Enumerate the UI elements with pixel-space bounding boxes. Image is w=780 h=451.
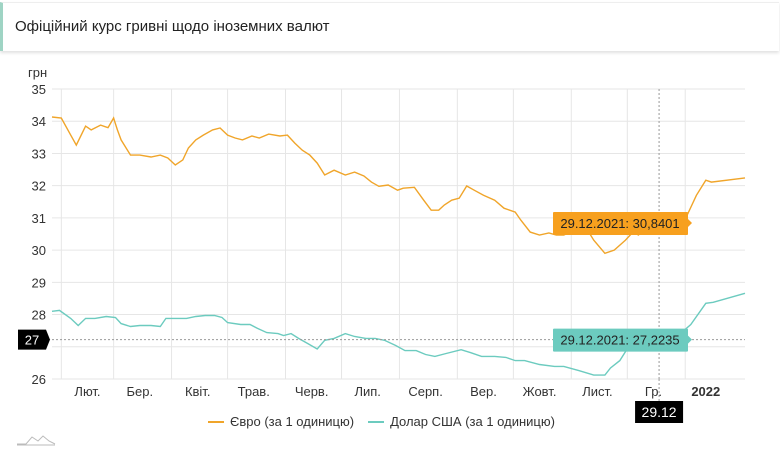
x-tick-label: Серп. — [408, 384, 443, 399]
x-tick-label: Черв. — [295, 384, 329, 399]
card-header: Офіційний курс гривні щодо іноземних вал… — [0, 2, 779, 51]
y-crosshair-label: 27 — [25, 333, 39, 348]
x-tick-label: Жовт. — [523, 384, 557, 399]
x-tick-label: Гр. — [645, 384, 662, 399]
x-tick-label: Трав. — [238, 384, 270, 399]
y-tick-label: 31 — [32, 211, 46, 226]
y-tick-label: 29 — [32, 275, 46, 290]
tooltip-box-usd — [553, 328, 688, 352]
x-tick-label: 2022 — [691, 384, 720, 399]
series-line-euro[interactable] — [51, 116, 746, 255]
tooltip-pointer — [688, 335, 692, 344]
legend-swatch-usd — [368, 420, 385, 423]
series-line-usd[interactable] — [51, 292, 746, 376]
legend-label-usd: Долар США (за 1 одиницю) — [390, 414, 555, 429]
y-tick-label: 33 — [32, 146, 46, 161]
y-tick-label: 30 — [32, 243, 46, 258]
legend-label-euro: Євро (за 1 одиницю) — [230, 414, 355, 429]
legend: Євро (за 1 одиницю) Долар США (за 1 один… — [208, 414, 555, 429]
y-crosshair-label-box — [18, 329, 50, 350]
x-tick-label: Бер. — [126, 384, 153, 399]
tooltip-text-usd: 29.12.2021: 27,2235 — [560, 333, 679, 348]
y-tick-label: 26 — [32, 372, 46, 387]
tooltip-box-euro — [553, 212, 688, 236]
x-tick-label: Лип. — [354, 384, 380, 399]
legend-item-usd[interactable]: Долар США (за 1 одиницю) — [368, 414, 555, 429]
x-crosshair-label-box — [635, 401, 684, 423]
legend-swatch-euro — [208, 420, 224, 423]
y-tick-label: 34 — [32, 114, 46, 129]
tooltip-pointer — [688, 219, 692, 228]
y-tick-label: 32 — [32, 179, 46, 194]
x-tick-label: Лют. — [74, 384, 100, 399]
x-crosshair-label: 29.12 — [642, 404, 677, 420]
tooltip-text-euro: 29.12.2021: 30,8401 — [560, 216, 679, 231]
x-tick-label: Вер. — [470, 384, 497, 399]
navigator-mini-chart-icon[interactable] — [16, 432, 56, 446]
y-axis-title: грн — [28, 65, 47, 80]
y-tick-label: 28 — [32, 308, 46, 323]
legend-item-euro[interactable]: Євро (за 1 одиницю) — [208, 414, 354, 429]
page-title: Офіційний курс гривні щодо іноземних вал… — [15, 18, 330, 35]
x-tick-label: Квіт. — [185, 384, 211, 399]
x-tick-label: Лист. — [582, 384, 612, 399]
y-tick-label: 35 — [32, 82, 46, 97]
